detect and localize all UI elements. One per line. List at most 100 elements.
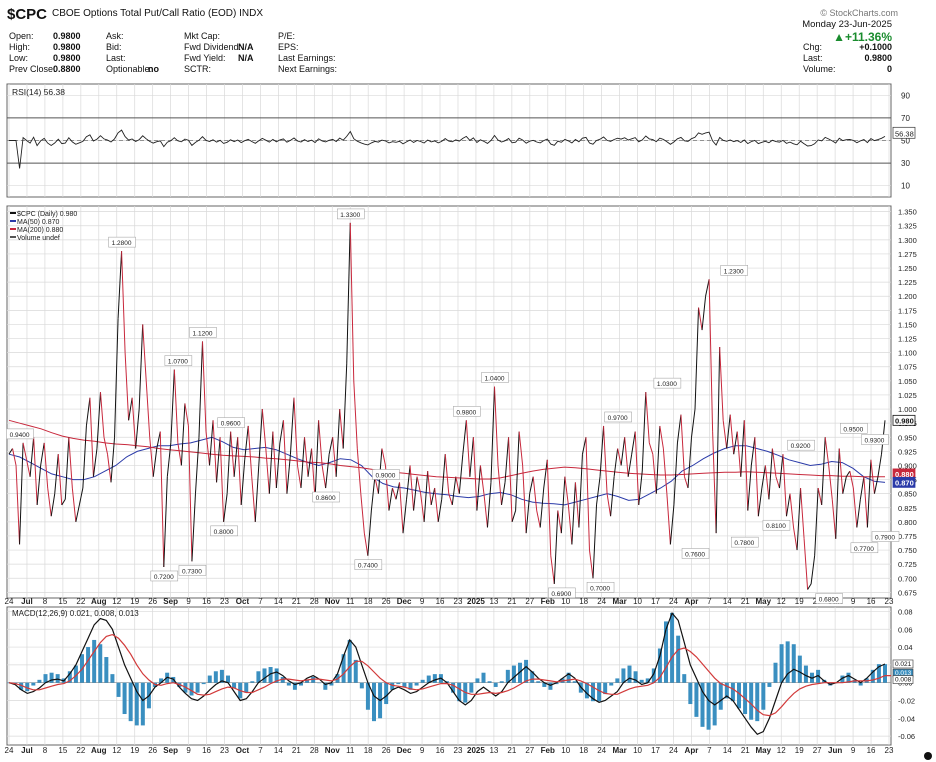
price-tick-label: 1.200	[898, 292, 917, 301]
price-segment	[275, 442, 281, 489]
price-segment	[57, 454, 63, 505]
macd-histogram-bar	[755, 682, 760, 722]
macd-value-label: 0.021	[895, 661, 912, 668]
value-callout-box	[189, 327, 217, 338]
macd-histogram-bar	[207, 675, 212, 683]
value-callout-box	[150, 570, 179, 582]
price-segment	[286, 454, 291, 494]
price-segment	[413, 476, 418, 511]
price-segment	[736, 431, 742, 477]
macd-histogram-bar	[767, 682, 772, 687]
price-segment	[85, 397, 91, 427]
price-segment	[733, 431, 738, 455]
x-tick-label: 14	[274, 597, 283, 606]
price-segment	[831, 499, 837, 539]
price-segment	[15, 465, 21, 545]
x-tick-label: 7	[707, 746, 712, 755]
price-segment	[705, 279, 710, 297]
price-segment	[444, 454, 450, 494]
value-callout: 0.9200	[791, 443, 811, 450]
macd-histogram-bar	[718, 682, 723, 710]
price-segment	[223, 493, 228, 522]
field-label: EPS:	[278, 42, 299, 52]
macd-histogram-bar	[633, 671, 638, 683]
price-segment	[610, 476, 615, 517]
macd-histogram-bar	[55, 674, 60, 683]
price-segment	[469, 437, 474, 477]
value-callout-box	[815, 593, 843, 604]
legend-entry: $CPC (Daily) 0.980	[17, 211, 77, 218]
price-segment	[184, 403, 189, 427]
value-callout-box	[731, 536, 759, 548]
price-segment	[307, 448, 313, 477]
price-segment	[486, 482, 492, 528]
value-callout: 1.0300	[657, 381, 677, 388]
x-tick-label: May	[756, 597, 772, 606]
price-segment	[578, 454, 583, 528]
ma200-tag-label: 0.880	[895, 470, 914, 479]
macd-histogram-bar	[311, 676, 316, 683]
value-callout: 1.0400	[485, 375, 505, 382]
macd-line	[8, 612, 886, 736]
field-label: Chg:	[803, 42, 823, 52]
x-tick-label: 24	[597, 746, 606, 755]
price-segment	[817, 487, 823, 506]
macd-histogram-bar	[426, 675, 431, 683]
macd-histogram-bar	[846, 672, 851, 683]
value-callout: 0.7600	[685, 551, 705, 558]
price-segment	[265, 448, 270, 494]
price-segment	[254, 465, 260, 522]
price-segment	[282, 420, 288, 494]
price-segment	[370, 476, 376, 511]
price-segment	[821, 437, 826, 505]
value-callout-box	[861, 434, 889, 445]
ticker-symbol: $CPC	[7, 6, 48, 23]
price-segment	[624, 437, 629, 477]
x-tick-label: 23	[220, 597, 229, 606]
macd-histogram-bar	[730, 682, 735, 702]
price-segment	[518, 431, 524, 466]
price-segment	[550, 555, 555, 584]
price-segment	[423, 471, 429, 522]
price-segment	[22, 442, 28, 460]
x-tick-label: 18	[364, 746, 373, 755]
last-price-tag-label: 0.980	[895, 416, 914, 425]
price-segment	[289, 397, 295, 455]
value-callout-box	[720, 265, 748, 276]
x-tick-label: 21	[292, 597, 301, 606]
macd-histogram-bar	[201, 682, 206, 685]
value-callout: 0.8600	[316, 495, 336, 502]
price-segment	[430, 487, 436, 506]
x-tick-label: 17	[651, 597, 660, 606]
price-segment	[339, 409, 344, 449]
macd-histogram-bar	[414, 682, 419, 686]
price-segment	[504, 437, 510, 483]
price-segment	[803, 538, 809, 590]
price-segment	[529, 476, 534, 494]
price-segment	[493, 386, 499, 466]
price-segment	[743, 420, 749, 511]
price-segment	[61, 499, 66, 506]
price-segment	[89, 397, 94, 477]
price-segment	[655, 425, 661, 494]
value-callout-box	[372, 469, 400, 480]
price-segment	[406, 465, 411, 500]
x-tick-label: 8	[43, 597, 48, 606]
macd-histogram-bar	[305, 679, 310, 683]
rsi-tick-label: 90	[901, 91, 910, 100]
x-tick-label: 27	[525, 597, 534, 606]
price-segment	[156, 431, 161, 449]
price-segment	[205, 431, 211, 466]
macd-tick-label: -0.02	[898, 696, 915, 705]
x-tick-label: 9	[186, 746, 191, 755]
macd-tick-label: 0.06	[898, 625, 913, 634]
macd-histogram-bar	[682, 674, 687, 683]
macd-histogram-bar	[128, 682, 133, 722]
field-value: 0.9800	[53, 42, 81, 52]
price-segment	[719, 346, 724, 421]
x-tick-label: Apr	[685, 746, 699, 755]
price-segment	[399, 482, 404, 534]
price-segment	[420, 493, 425, 522]
macd-histogram-bar	[657, 648, 662, 683]
price-segment	[409, 465, 415, 511]
